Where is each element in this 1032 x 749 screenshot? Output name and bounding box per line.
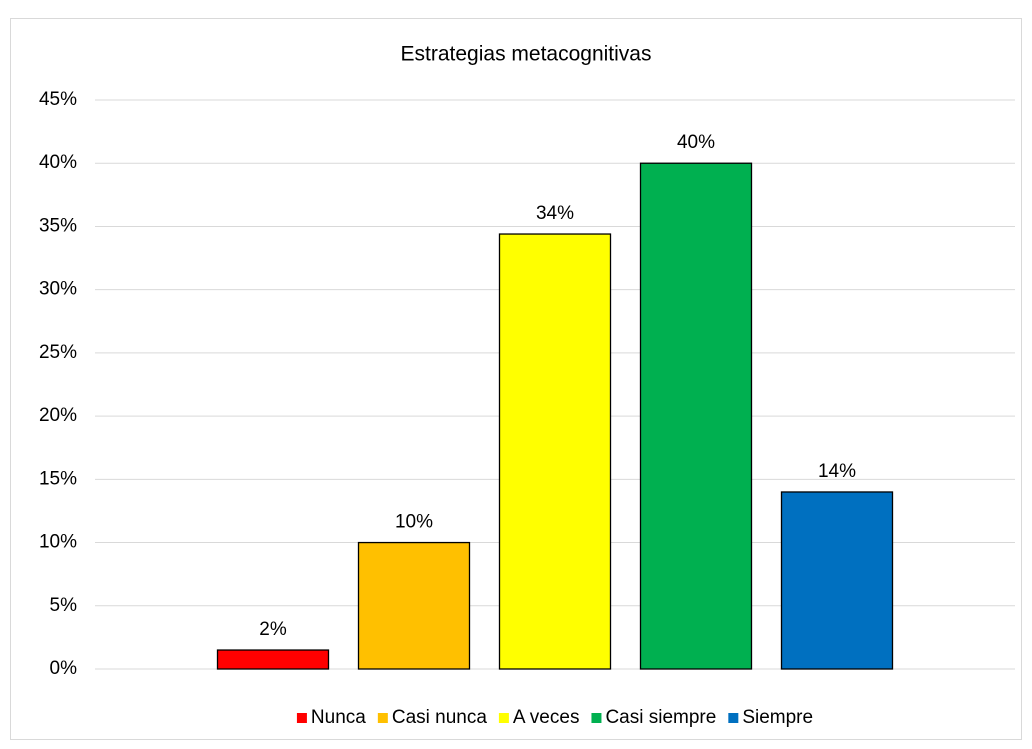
data-label: 34% (536, 203, 574, 224)
legend-label: Casi nunca (392, 707, 487, 728)
legend-label: Nunca (311, 707, 366, 728)
data-label: 10% (395, 512, 433, 533)
y-tick-label: 0% (50, 658, 78, 679)
y-tick-label: 45% (39, 89, 77, 110)
legend-label: Casi siempre (605, 707, 716, 728)
bar (780, 491, 894, 670)
y-tick-label: 25% (39, 342, 77, 363)
y-tick-label: 10% (39, 532, 77, 553)
data-label: 40% (677, 132, 715, 153)
legend-swatch (296, 713, 307, 723)
legend-swatch (591, 713, 602, 723)
chart-title: Estrategias metacognitivas (401, 43, 652, 66)
data-label: 14% (818, 461, 856, 482)
y-tick-label: 30% (39, 279, 77, 300)
bar (498, 233, 612, 670)
y-tick-label: 40% (39, 152, 77, 173)
legend-label: Siempre (742, 707, 813, 728)
bar (357, 541, 471, 670)
legend-swatch (498, 713, 509, 723)
legend-swatch (728, 713, 739, 723)
y-tick-label: 20% (39, 405, 77, 426)
legend-swatch (377, 713, 388, 723)
legend-label: A veces (513, 707, 580, 728)
y-tick-label: 35% (39, 215, 77, 236)
y-tick-label: 5% (50, 595, 78, 616)
bar (639, 162, 753, 670)
bar (216, 649, 330, 670)
data-label: 2% (259, 619, 287, 640)
y-tick-label: 15% (39, 468, 77, 489)
